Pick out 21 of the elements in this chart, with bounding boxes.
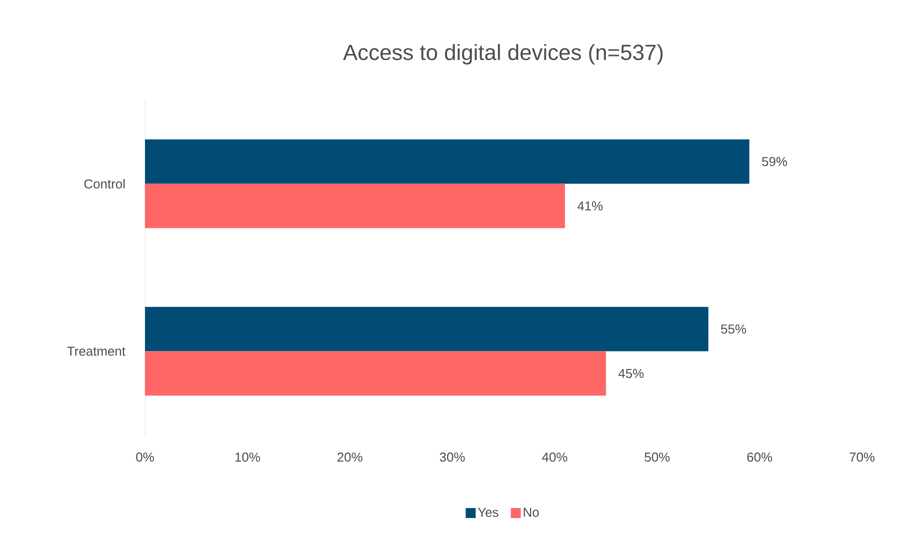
data-label: 41% [577,201,603,210]
y-tick-label: Treatment [67,346,126,356]
data-label: 45% [618,368,644,378]
bar [145,351,606,396]
x-tick-label: 30% [440,452,465,462]
x-tick-label: 0% [136,452,154,462]
data-label: 59% [762,156,787,166]
data-label: 55% [721,324,746,334]
x-tick-label: 60% [747,452,772,462]
bar [145,139,750,184]
x-tick-label: 40% [542,452,568,462]
legend-label: No [524,508,539,517]
bar [145,184,565,228]
x-tick-label: 50% [644,452,670,462]
x-tick-label: 10% [235,452,260,462]
y-tick-label: Control [84,178,125,189]
chart-title: Access to digital devices (n=537) [343,44,663,65]
x-tick-label: 70% [850,452,875,462]
legend-label: Yes [478,508,498,517]
x-tick-label: 20% [338,452,362,462]
bar [145,306,708,352]
